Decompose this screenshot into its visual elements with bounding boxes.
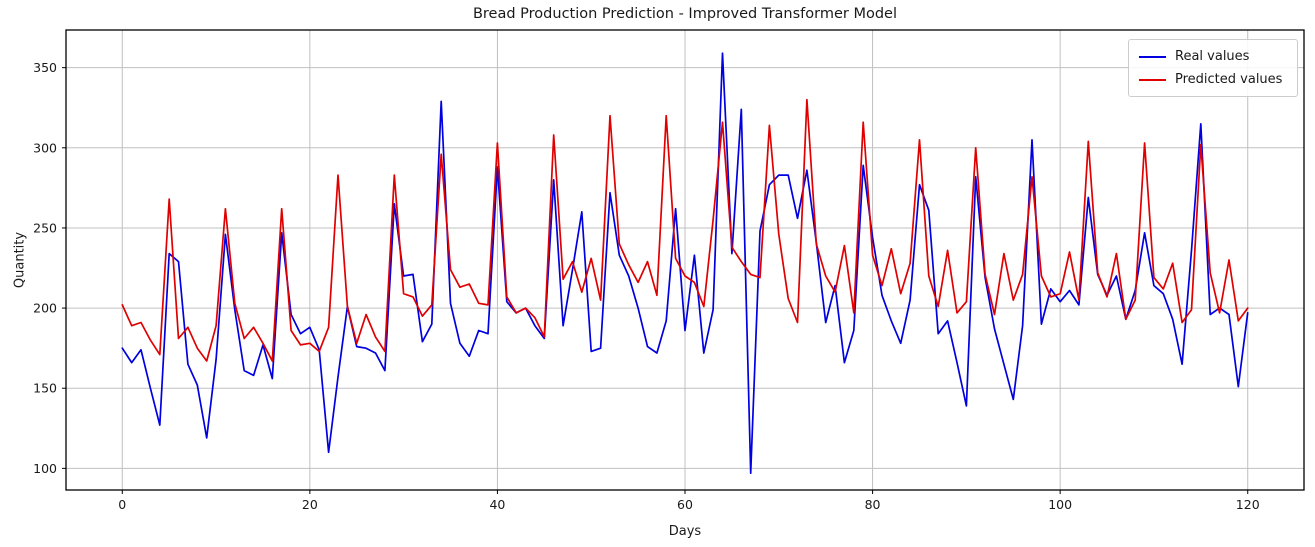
x-axis-label: Days [668, 524, 702, 539]
x-tick-label: 100 [1048, 497, 1072, 512]
y-tick-label: 150 [33, 381, 57, 396]
tick-marks [62, 67, 1249, 494]
series-line-predicted-values [121, 98, 1249, 362]
legend-line-predicted [1139, 78, 1166, 81]
legend-line-real [1139, 55, 1166, 58]
x-tick-label: 0 [118, 497, 126, 512]
y-tick-label: 250 [33, 220, 57, 235]
y-tick-label: 350 [33, 60, 57, 75]
x-tick-label: 80 [865, 497, 881, 512]
legend-label-real: Real values [1175, 49, 1250, 64]
y-tick-label: 200 [33, 301, 57, 316]
legend-entry-real: Real values [1129, 45, 1297, 68]
x-tick-label: 20 [302, 497, 318, 512]
legend: Real values Predicted values [1128, 39, 1298, 97]
gridlines [66, 30, 1304, 490]
y-tick-label: 100 [33, 461, 57, 476]
x-tick-label: 60 [677, 497, 693, 512]
series-line-real-values [121, 52, 1249, 475]
legend-label-predicted: Predicted values [1175, 72, 1283, 87]
tick-labels: 0 20 40 60 80 100 120 100 150 200 250 300 350 [33, 60, 1260, 512]
chart-title: Bread Production Prediction - Improved T… [472, 6, 898, 22]
x-tick-label: 40 [489, 497, 505, 512]
y-tick-label: 300 [33, 140, 57, 155]
legend-entry-predicted: Predicted values [1129, 68, 1297, 91]
x-tick-label: 120 [1236, 497, 1260, 512]
